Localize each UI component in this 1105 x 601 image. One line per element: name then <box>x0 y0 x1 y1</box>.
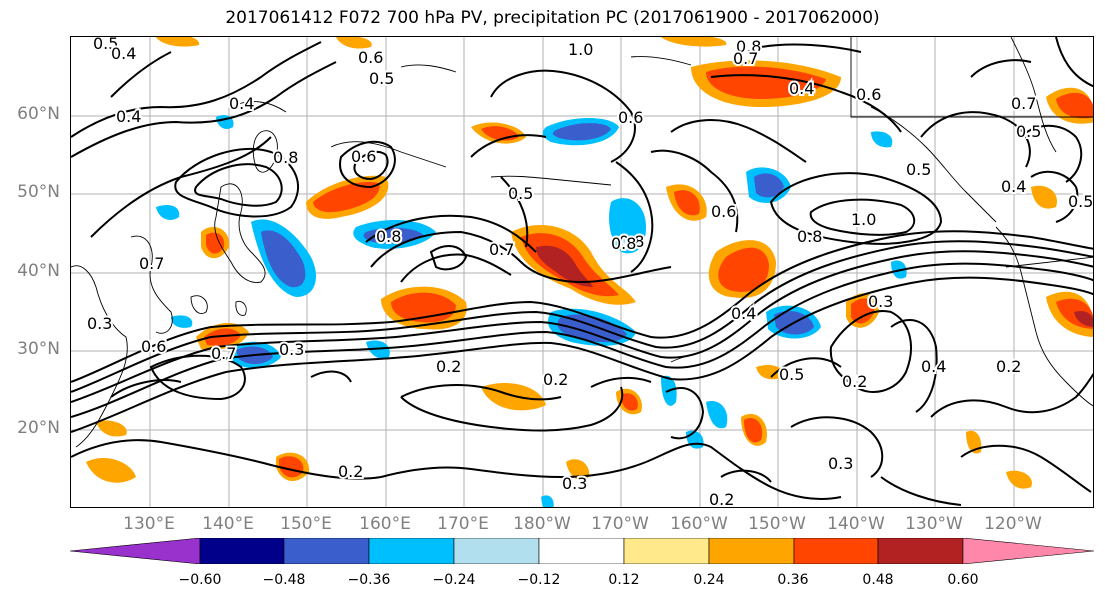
lon-label-180w: 180°W <box>513 514 571 534</box>
colorbar-segment <box>453 537 540 565</box>
contour-label: 0.6 <box>141 337 166 356</box>
colorbar-tick: −0.12 <box>517 572 561 588</box>
contour-label: 0.3 <box>87 314 112 333</box>
contour-label: 0.5 <box>93 37 118 53</box>
contour-label: 0.6 <box>618 108 643 127</box>
colorbar-segment <box>793 537 879 565</box>
contour-label: 0.8 <box>797 227 822 246</box>
map-panel[interactable]: 0.5 0.4 1.0 0.8 0.6 0.7 0.5 0.4 0.4 0.8 … <box>70 36 1094 508</box>
lon-label-160e: 160°E <box>359 514 411 534</box>
contour-label: 0.4 <box>111 44 136 63</box>
contour-label: 0.3 <box>562 474 587 493</box>
colorbar-tick: −0.36 <box>347 572 391 588</box>
lon-label-150e: 150°E <box>280 514 332 534</box>
map-title: 2017061412 F072 700 hPa PV, precipitatio… <box>225 8 880 28</box>
colorbar-segment <box>877 537 964 565</box>
colorbar-svg <box>69 537 1095 565</box>
lon-label-130e: 130°E <box>123 514 175 534</box>
map-canvas: 0.5 0.4 1.0 0.8 0.6 0.7 0.5 0.4 0.4 0.8 … <box>71 37 1093 508</box>
contour-label: 0.3 <box>828 454 853 473</box>
lon-label-170w: 170°W <box>591 514 649 534</box>
colorbar-segment <box>623 537 710 565</box>
colorbar <box>69 537 1095 568</box>
lon-label-170e: 170°E <box>437 514 489 534</box>
colorbar-segment <box>538 537 625 565</box>
colorbar-tick: 0.24 <box>693 572 725 588</box>
contour-label: 0.2 <box>543 370 568 389</box>
coastlines <box>71 37 1093 448</box>
colorbar-extend-high <box>962 537 1095 565</box>
pv-contours <box>71 37 1093 506</box>
lat-label-20n: 20°N <box>17 418 60 438</box>
contour-label: 0.6 <box>351 147 376 166</box>
contour-label: 0.5 <box>1016 122 1041 141</box>
contour-label: 0.8 <box>611 234 636 253</box>
colorbar-tick: −0.24 <box>432 572 476 588</box>
contour-label: 0.7 <box>139 254 164 273</box>
contour-label: 0.5 <box>779 365 804 384</box>
lat-label-50n: 50°N <box>17 182 60 202</box>
contour-label: 0.2 <box>709 490 734 508</box>
contour-label: 0.4 <box>731 304 756 323</box>
contour-label: 0.2 <box>436 357 461 376</box>
graticule <box>71 37 1093 507</box>
contour-label: 0.6 <box>358 48 383 67</box>
lat-label-60n: 60°N <box>17 104 60 124</box>
colorbar-segment <box>708 537 795 565</box>
lat-label-30n: 30°N <box>17 339 60 359</box>
colorbar-tick: −0.60 <box>178 572 222 588</box>
contour-label: 0.4 <box>921 357 946 376</box>
contour-label: 0.5 <box>906 160 931 179</box>
contour-label: 0.2 <box>996 357 1021 376</box>
contour-label: 0.4 <box>789 79 814 98</box>
lon-label-140e: 140°E <box>202 514 254 534</box>
contour-label: 0.6 <box>856 85 881 104</box>
contour-label: 0.5 <box>1068 192 1093 211</box>
colorbar-tick: −0.48 <box>262 572 306 588</box>
contour-label: 0.4 <box>229 94 254 113</box>
lon-label-130w: 130°W <box>905 514 963 534</box>
contour-label: 1.0 <box>851 210 876 229</box>
contour-label: 0.4 <box>116 107 141 126</box>
lon-label-150w: 150°W <box>748 514 806 534</box>
lon-label-120w: 120°W <box>984 514 1042 534</box>
contour-label: 1.0 <box>568 40 593 59</box>
colorbar-segment <box>199 537 285 565</box>
contour-label: 0.4 <box>1001 177 1026 196</box>
contour-label: 0.7 <box>733 49 758 68</box>
colorbar-tick: 0.60 <box>947 572 979 588</box>
contour-label: 0.2 <box>338 462 363 481</box>
lon-label-140w: 140°W <box>827 514 885 534</box>
colorbar-segment <box>368 537 455 565</box>
contour-label: 0.8 <box>736 37 761 56</box>
colorbar-segment <box>283 537 370 565</box>
colorbar-tick: 0.48 <box>862 572 894 588</box>
contour-label: 0.3 <box>868 292 893 311</box>
contour-label: 0.6 <box>711 202 736 221</box>
contour-label: 0.3 <box>279 340 304 359</box>
contour-label: 0.8 <box>376 227 401 246</box>
contour-label: 0.8 <box>619 232 644 251</box>
lon-label-160w: 160°W <box>670 514 728 534</box>
contour-label: 0.7 <box>489 240 514 259</box>
contour-label: 0.2 <box>842 372 867 391</box>
contour-label-group: 0.5 0.4 1.0 0.8 0.6 0.7 0.5 0.4 0.4 0.8 … <box>85 37 1093 508</box>
colorbar-tick: 0.36 <box>777 572 809 588</box>
contour-label: 0.5 <box>369 69 394 88</box>
colorbar-segments <box>69 537 1095 565</box>
contour-label: 0.8 <box>273 148 298 167</box>
contour-label: 0.7 <box>1011 94 1036 113</box>
colorbar-extend-low <box>69 537 201 565</box>
contour-label: 0.7 <box>211 344 236 363</box>
contour-label: 0.5 <box>508 184 533 203</box>
lat-label-40n: 40°N <box>17 261 60 281</box>
colorbar-tick: 0.12 <box>608 572 640 588</box>
